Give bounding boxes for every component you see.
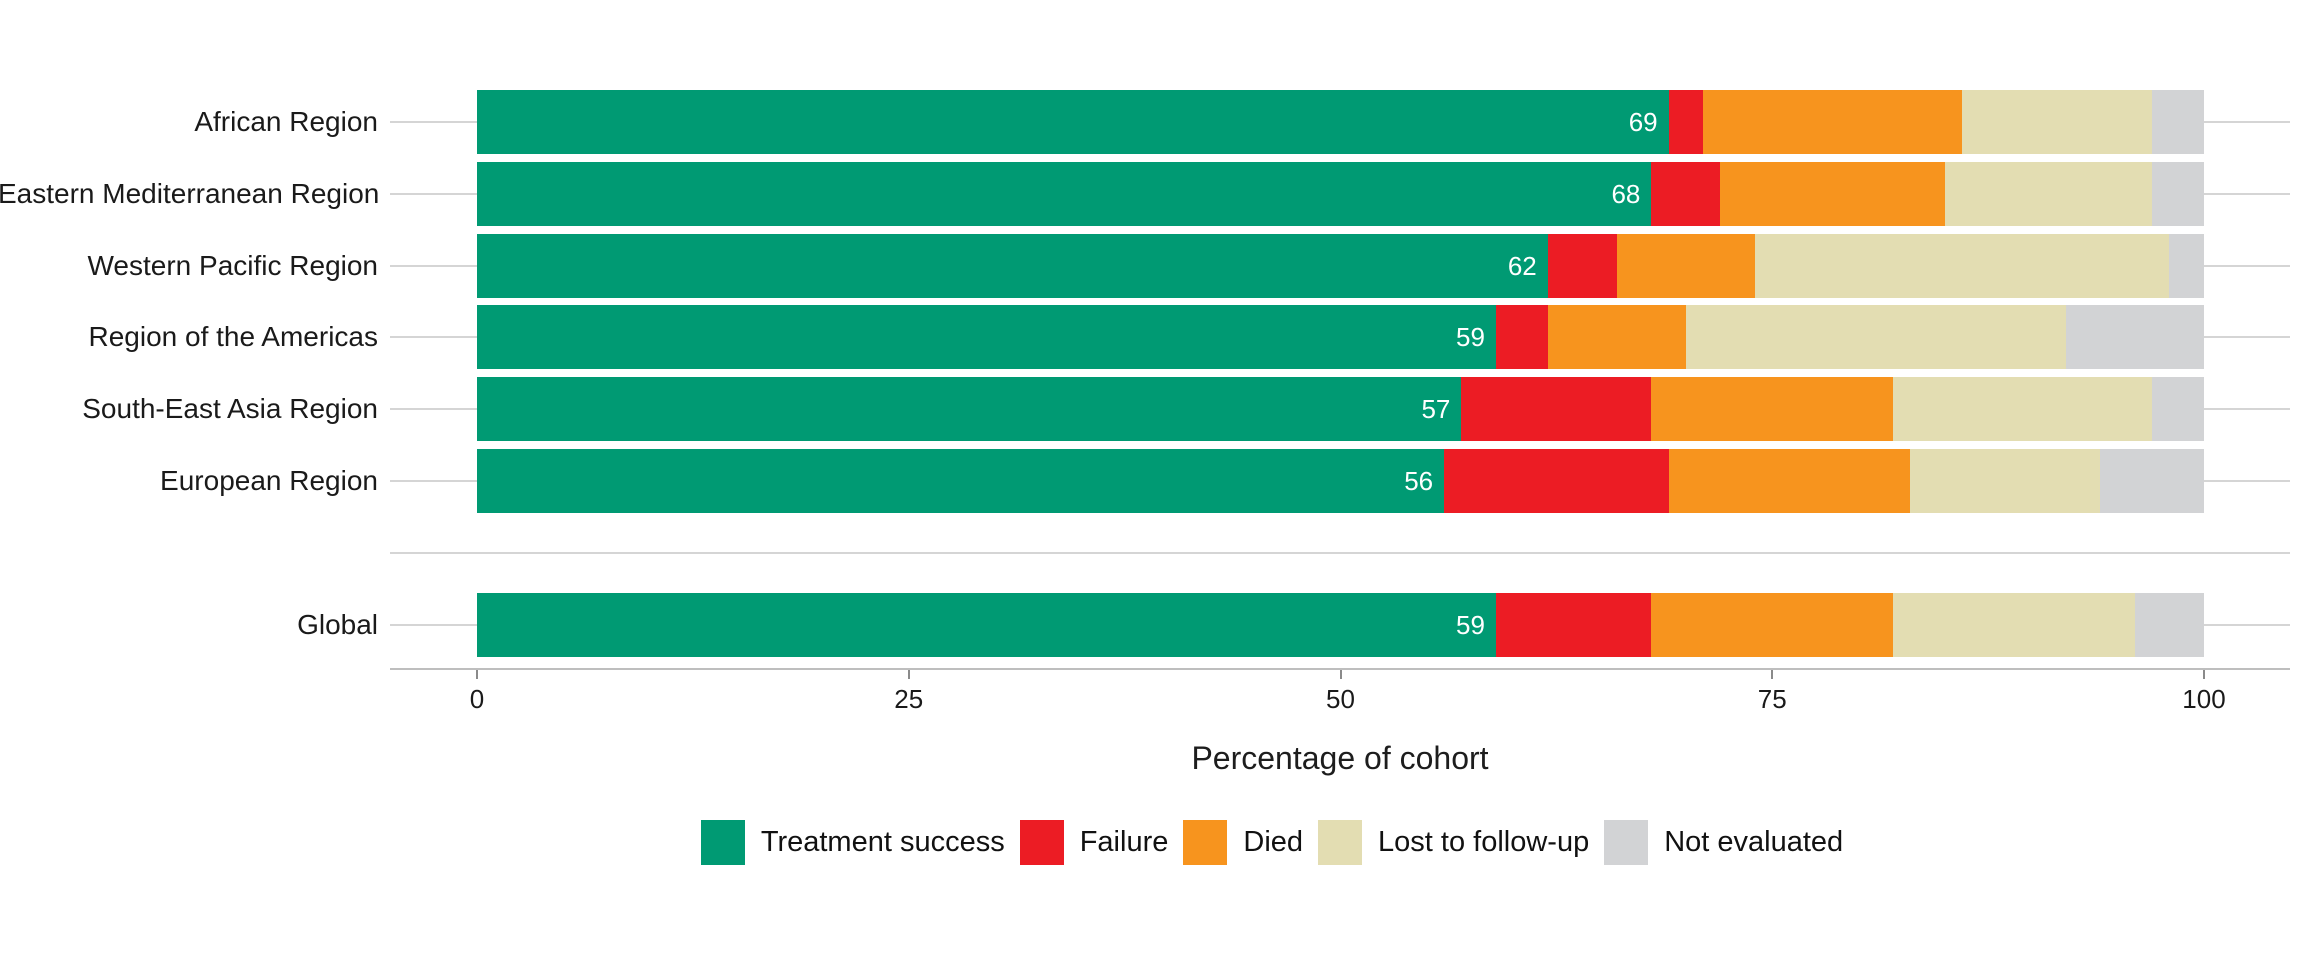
legend-swatch-lost-to-follow-up	[1318, 819, 1363, 865]
row-label-western-pacific-region: Western Pacific Region	[87, 249, 379, 281]
x-tick-mark	[907, 670, 910, 679]
segment-not-evaluated	[2169, 233, 2204, 298]
segment-failure	[1495, 305, 1548, 369]
x-tick-label: 75	[1757, 684, 1787, 714]
segment-died	[1668, 448, 1911, 513]
legend-label: Treatment success	[760, 825, 1005, 858]
row-label-south-east-asia-region: South-East Asia Region	[82, 392, 378, 424]
bar-value-label: 59	[1456, 610, 1485, 640]
segment-died	[1720, 162, 1945, 226]
bar-value-label: 56	[1404, 465, 1434, 496]
segment-not-evaluated	[2134, 593, 2204, 657]
bar-value-label: 62	[1507, 250, 1537, 281]
segment-not-evaluated	[2152, 376, 2204, 441]
bar-row-region-of-the-americas: 59	[477, 305, 2204, 369]
segment-not-evaluated	[2065, 305, 2204, 369]
segment-treatment-success: 62	[477, 233, 1548, 298]
bar-value-label: 69	[1628, 107, 1658, 137]
segment-failure	[1495, 593, 1652, 657]
x-tick-label: 100	[2182, 684, 2226, 714]
segment-treatment-success: 69	[477, 90, 1669, 154]
bar-row-eastern-mediterranean-region: 68	[477, 162, 2204, 226]
legend-label: Lost to follow-up	[1378, 825, 1590, 858]
bar-row-south-east-asia-region: 57	[477, 376, 2204, 441]
segment-lost-to-follow-up	[1962, 90, 2153, 154]
x-axis-title: Percentage of cohort	[1191, 740, 1489, 776]
legend-swatch-treatment-success	[700, 819, 745, 865]
segment-treatment-success: 59	[477, 593, 1496, 657]
x-tick-mark	[2203, 670, 2205, 679]
segment-treatment-success: 56	[477, 448, 1445, 513]
legend-label: Not evaluated	[1664, 825, 1844, 858]
legend-label: Failure	[1079, 825, 1169, 858]
segment-lost-to-follow-up	[1944, 162, 2153, 226]
x-axis-line	[390, 668, 2290, 670]
legend-item-failure: Failure	[1019, 819, 1169, 865]
legend-label: Died	[1243, 825, 1304, 858]
segment-lost-to-follow-up	[1910, 448, 2101, 513]
x-tick-label: 25	[894, 684, 924, 714]
legend-swatch-failure	[1019, 819, 1064, 865]
segment-treatment-success: 59	[477, 305, 1496, 369]
legend-item-not-evaluated: Not evaluated	[1604, 819, 1844, 865]
segment-lost-to-follow-up	[1893, 593, 2135, 657]
segment-not-evaluated	[2152, 162, 2204, 226]
segment-died	[1703, 90, 1963, 154]
segment-failure	[1651, 162, 1721, 226]
x-tick-mark	[1771, 670, 1774, 679]
x-tick-mark	[476, 670, 478, 679]
row-label-eastern-mediterranean-region: Eastern Mediterranean Region	[0, 178, 380, 209]
segment-died	[1547, 305, 1686, 369]
bar-value-label: 59	[1456, 322, 1485, 352]
legend: Treatment success Failure Died Lost to foll…	[240, 816, 2304, 868]
row-gridline	[390, 551, 2290, 554]
row-label-global: Global	[297, 609, 378, 640]
segment-not-evaluated	[2152, 90, 2204, 154]
bar-row-global: 59	[477, 593, 2204, 657]
segment-failure	[1668, 90, 1704, 154]
segment-died	[1651, 376, 1894, 441]
bar-row-western-pacific-region: 62	[477, 233, 2204, 298]
segment-not-evaluated	[2100, 448, 2204, 513]
bar-row-african-region: 69	[477, 90, 2204, 154]
segment-lost-to-follow-up	[1685, 305, 2066, 369]
segment-died	[1651, 593, 1894, 657]
row-label-region-of-the-americas: Region of the Americas	[88, 321, 379, 352]
bar-value-label: 68	[1611, 179, 1641, 209]
segment-failure	[1444, 448, 1669, 513]
legend-item-lost-to-follow-up: Lost to follow-up	[1318, 819, 1590, 865]
segment-treatment-success: 68	[477, 162, 1652, 226]
legend-item-died: Died	[1183, 819, 1304, 865]
x-tick-label: 0	[469, 684, 485, 714]
segment-lost-to-follow-up	[1754, 233, 2170, 298]
segment-failure	[1547, 233, 1617, 298]
bar-row-european-region: 56	[477, 448, 2204, 513]
segment-failure	[1461, 376, 1652, 441]
segment-lost-to-follow-up	[1893, 376, 2153, 441]
x-tick-label: 50	[1326, 684, 1355, 714]
legend-item-treatment-success: Treatment success	[700, 819, 1005, 865]
segment-died	[1616, 233, 1755, 298]
segment-treatment-success: 57	[477, 376, 1462, 441]
row-label-african-region: African Region	[194, 106, 378, 137]
bar-value-label: 57	[1421, 393, 1451, 424]
legend-swatch-not-evaluated	[1604, 819, 1649, 865]
legend-swatch-died	[1183, 819, 1228, 865]
x-tick-mark	[1339, 670, 1342, 679]
row-label-european-region: European Region	[160, 464, 378, 496]
